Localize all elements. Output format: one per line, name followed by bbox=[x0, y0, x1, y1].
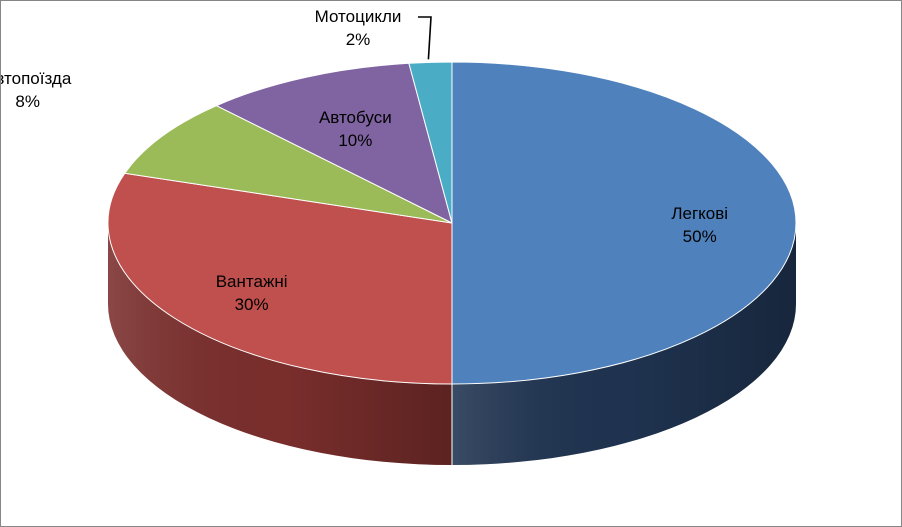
value-label-автопоїзда: 8% bbox=[15, 92, 40, 111]
value-label-автобуси: 10% bbox=[338, 131, 372, 150]
slice-side-shade-вантажні bbox=[108, 223, 452, 465]
pie-slices bbox=[107, 61, 797, 385]
slice-вантажні[interactable] bbox=[107, 172, 453, 385]
value-label-легкові: 50% bbox=[683, 227, 717, 246]
slice-автобуси[interactable] bbox=[216, 62, 453, 224]
slice-легкові[interactable] bbox=[451, 61, 797, 385]
leader-line-мотоцикли bbox=[418, 16, 432, 60]
slice-side-shade-легкові bbox=[452, 223, 796, 465]
data-labels: Легкові 50% Вантажні 30% Автопоїзда 8% Автобус… bbox=[1, 7, 728, 314]
category-label-вантажні: Вантажні bbox=[216, 272, 288, 291]
category-label-автобуси: Автобуси bbox=[319, 108, 392, 127]
leader-lines bbox=[418, 16, 432, 60]
slice-мотоцикли[interactable] bbox=[408, 61, 453, 224]
category-label-легкові: Легкові bbox=[671, 204, 728, 223]
value-label-мотоцикли: 2% bbox=[346, 30, 371, 49]
category-label-мотоцикли: Мотоцикли bbox=[315, 7, 402, 26]
pie-sides bbox=[108, 223, 796, 465]
slice-автопоїзда[interactable] bbox=[124, 105, 453, 224]
category-label-автопоїзда: Автопоїзда bbox=[1, 69, 72, 88]
value-label-вантажні: 30% bbox=[235, 295, 269, 314]
